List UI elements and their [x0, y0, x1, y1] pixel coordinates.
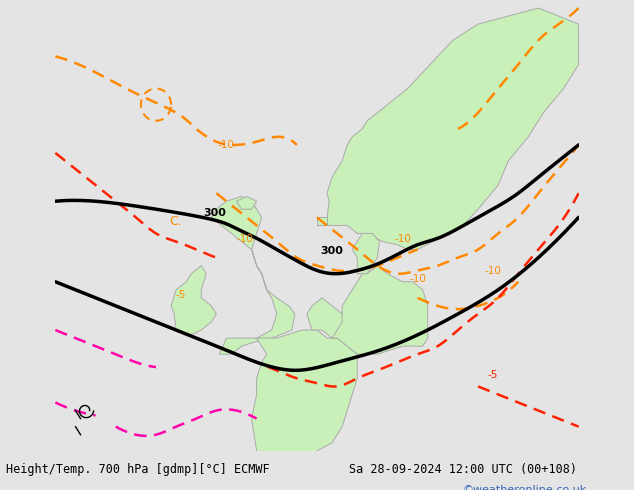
Text: -10: -10: [409, 274, 426, 284]
Text: 300: 300: [321, 246, 344, 256]
Text: -5: -5: [488, 370, 498, 380]
Text: -10: -10: [394, 234, 411, 244]
Text: ©weatheronline.co.uk: ©weatheronline.co.uk: [463, 485, 587, 490]
Polygon shape: [322, 8, 579, 249]
Text: 300: 300: [203, 208, 226, 218]
Polygon shape: [171, 266, 216, 335]
Text: -5: -5: [176, 290, 186, 300]
Text: Sa 28-09-2024 12:00 UTC (00+108): Sa 28-09-2024 12:00 UTC (00+108): [349, 463, 577, 476]
Text: C.: C.: [170, 216, 183, 228]
Polygon shape: [332, 266, 428, 354]
Polygon shape: [317, 218, 327, 225]
Polygon shape: [307, 298, 347, 338]
Text: -10: -10: [484, 266, 501, 276]
Polygon shape: [236, 196, 257, 209]
Polygon shape: [353, 233, 379, 274]
Text: -10: -10: [236, 234, 253, 244]
Text: Height/Temp. 700 hPa [gdmp][°C] ECMWF: Height/Temp. 700 hPa [gdmp][°C] ECMWF: [6, 463, 270, 476]
Polygon shape: [252, 330, 357, 467]
Polygon shape: [211, 196, 295, 354]
Text: -10: -10: [218, 140, 235, 150]
